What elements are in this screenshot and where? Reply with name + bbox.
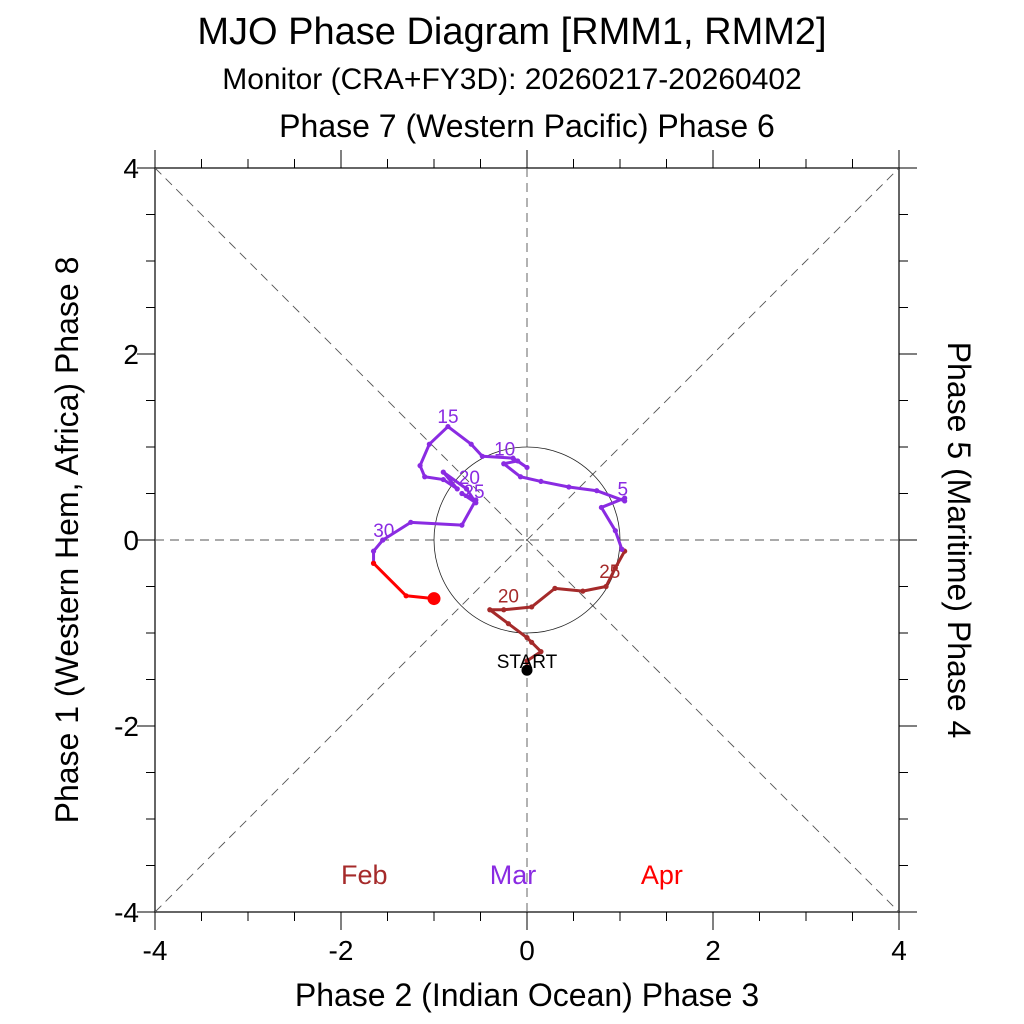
- y-axis-title-left: Phase 1 (Western Hem, Africa) Phase 8: [49, 257, 85, 824]
- data-point: [370, 560, 377, 566]
- data-point: [408, 519, 414, 525]
- top-phase-label: Phase 7 (Western Pacific) Phase 6: [279, 108, 775, 144]
- x-axis-title: Phase 2 (Indian Ocean) Phase 3: [295, 977, 759, 1013]
- data-point: [524, 658, 530, 664]
- month-label-mar: Mar: [490, 860, 537, 890]
- data-point: [603, 583, 609, 590]
- x-tick-label: 2: [705, 935, 721, 966]
- y-tick-label: 4: [123, 153, 139, 184]
- day-label: 25: [599, 562, 620, 583]
- data-point: [487, 607, 493, 613]
- data-point: [501, 607, 507, 613]
- data-point: [524, 635, 530, 641]
- data-point: [524, 464, 530, 471]
- data-point: [619, 546, 625, 552]
- data-point: [454, 486, 460, 492]
- data-point: [529, 639, 535, 645]
- data-point: [445, 423, 451, 430]
- day-label: 30: [373, 521, 394, 542]
- y-axis-title-right: Phase 5 (Maritime) Phase 4: [941, 342, 977, 739]
- data-point: [538, 478, 544, 485]
- data-point: [538, 649, 544, 655]
- month-legend: Feb Mar Apr: [341, 860, 683, 890]
- y-tick-label: 2: [123, 339, 139, 370]
- start-marker: [521, 664, 533, 676]
- data-point: [594, 488, 600, 494]
- data-point: [505, 621, 511, 627]
- data-point: [440, 469, 446, 475]
- data-point: [622, 498, 628, 504]
- axis-ticks: -4 -2 0 2 4 -4 -2 0 2 4: [114, 150, 917, 966]
- month-label-feb: Feb: [341, 860, 388, 890]
- data-point: [552, 585, 558, 591]
- data-point: [515, 458, 521, 464]
- x-tick-label: 0: [519, 935, 535, 966]
- data-point: [426, 441, 432, 447]
- data-point: [370, 548, 377, 554]
- diagonal-divider-line: [154, 167, 900, 913]
- data-point: [440, 476, 446, 483]
- data-point: [501, 461, 507, 467]
- phase-divider-lines: [154, 167, 900, 913]
- data-point: [612, 528, 618, 534]
- end-marker: [427, 592, 441, 606]
- data-point: [463, 486, 470, 492]
- day-label: 25: [463, 482, 484, 503]
- data-point: [598, 504, 605, 511]
- y-tick-label: 0: [123, 525, 139, 556]
- chart-title: MJO Phase Diagram [RMM1, RMM2]: [197, 11, 826, 53]
- data-point: [422, 474, 428, 480]
- x-tick-label: -4: [143, 935, 168, 966]
- data-point: [479, 453, 485, 459]
- series-line-apr: [372, 561, 436, 601]
- data-point: [612, 565, 618, 571]
- x-tick-label: 4: [891, 935, 907, 966]
- data-point: [510, 455, 516, 461]
- y-tick-label: -2: [114, 711, 139, 742]
- data-point: [459, 490, 465, 497]
- x-tick-label: -2: [329, 935, 354, 966]
- data-point: [517, 474, 524, 480]
- data-point: [529, 604, 535, 610]
- data-point: [380, 537, 386, 543]
- data-point: [403, 593, 409, 599]
- data-point: [580, 588, 586, 594]
- data-point: [473, 497, 479, 503]
- start-label: START: [497, 652, 558, 673]
- data-point: [417, 463, 423, 469]
- y-tick-label: -4: [114, 897, 139, 928]
- day-label: 20: [459, 468, 480, 489]
- data-point: [468, 441, 474, 447]
- data-point: [566, 484, 572, 490]
- day-label: 10: [494, 439, 515, 460]
- day-label: 15: [437, 407, 458, 428]
- month-label-apr: Apr: [641, 860, 683, 890]
- series-layer: [370, 423, 628, 676]
- chart-subtitle: Monitor (CRA+FY3D): 20260217-20260402: [222, 63, 802, 96]
- day-label: 20: [498, 586, 519, 607]
- data-point: [459, 522, 465, 528]
- day-label: 5: [618, 479, 629, 500]
